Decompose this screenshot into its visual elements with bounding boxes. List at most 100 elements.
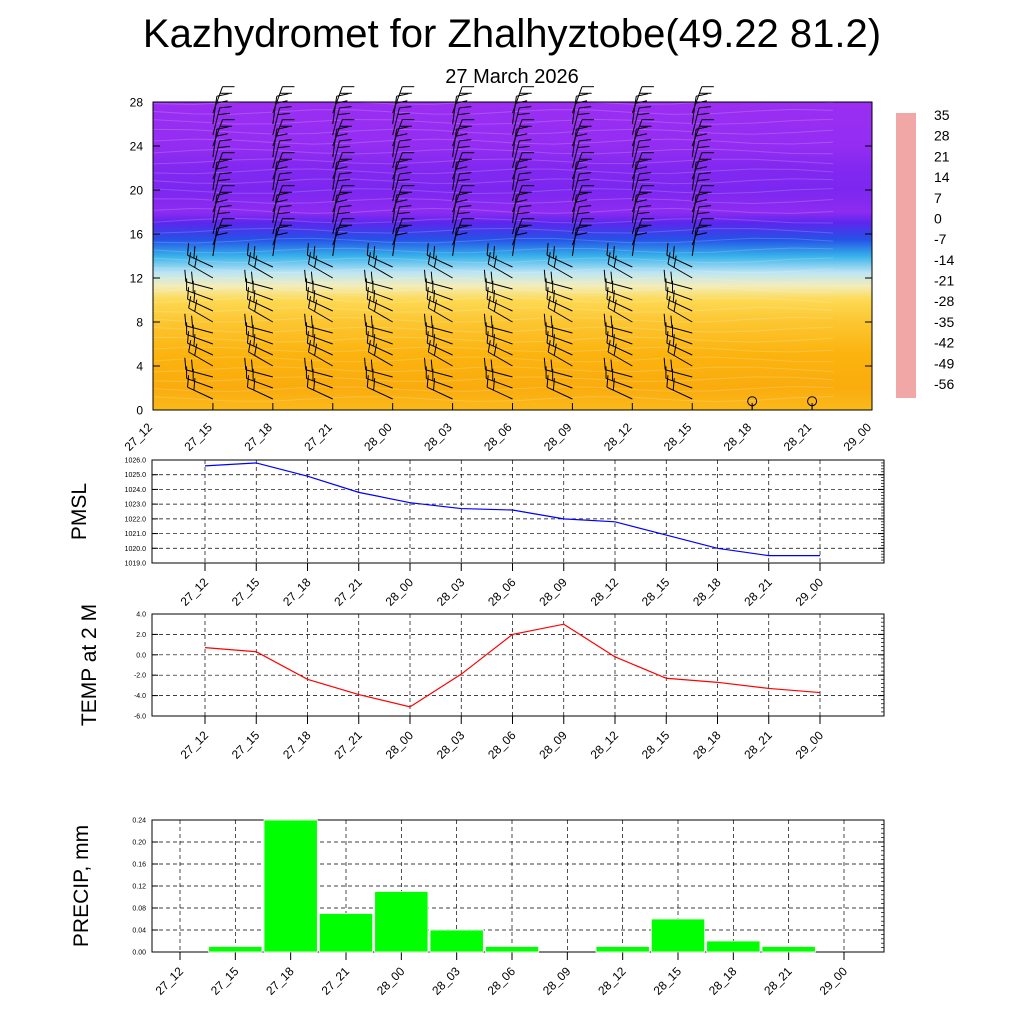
wind-barb-feather (279, 205, 292, 208)
x-tick-label: 28_15 (639, 728, 673, 762)
wind-barb-feather (697, 178, 710, 182)
wind-barb-feather (277, 211, 290, 215)
wind-barb-staff (392, 140, 400, 169)
x-tick-label: 28_00 (383, 728, 417, 762)
wind-barb-feather (339, 205, 352, 208)
wind-barb-feather (304, 313, 307, 326)
wind-barb-feather (373, 299, 378, 312)
wind-barb-feather (515, 133, 528, 137)
wind-barb-staff (607, 351, 633, 367)
x-tick-label: 28_06 (485, 964, 519, 998)
x-tick-label: 29_00 (793, 728, 827, 762)
x-tick-label: 28_06 (485, 728, 519, 762)
wind-barb-feather (667, 296, 671, 309)
wind-barb-feather (519, 172, 532, 175)
wind-barb-staff (691, 173, 700, 202)
contour-line (152, 168, 834, 175)
wind-barb-staff (187, 386, 214, 400)
wind-barb-staff (452, 218, 463, 246)
wind-barb-feather (492, 334, 496, 347)
wind-barb-staff (186, 333, 214, 345)
wind-barb-feather (426, 287, 429, 300)
wind-barb-feather (577, 112, 590, 116)
wind-barb-staff (546, 386, 573, 400)
wind-barb-staff (185, 369, 214, 378)
wind-barb-feather (308, 340, 312, 353)
wind-barb-feather (216, 93, 229, 97)
wind-barb-feather (399, 106, 412, 109)
wind-barb-staff (571, 140, 580, 169)
y-tick-label: 0 (136, 404, 143, 418)
wind-barb-feather (254, 299, 258, 312)
wind-barb-feather (487, 340, 491, 353)
wind-barb-feather (698, 139, 712, 142)
wind-barb-feather (493, 343, 497, 356)
wind-barb-staff (605, 333, 633, 345)
wind-barb-feather (577, 211, 590, 215)
wind-barb-staff (452, 152, 463, 180)
wind-barb-feather (306, 243, 309, 256)
x-tick-label: 27_15 (229, 575, 263, 609)
wind-barb-staff (452, 195, 457, 224)
wind-barb-feather (610, 315, 613, 328)
wind-barb-feather (635, 232, 648, 236)
wind-barb-feather (373, 246, 376, 259)
y-tick-label: 1021.0 (125, 531, 147, 538)
wind-barb-staff (607, 307, 633, 323)
wind-barb-feather (670, 271, 673, 284)
wind-barb-feather (373, 343, 378, 356)
wind-barb-staff (512, 86, 523, 114)
wind-barb-feather (606, 287, 609, 300)
wind-barb-staff (605, 289, 633, 301)
wind-barb-feather (251, 359, 254, 372)
wind-barb-staff (305, 281, 333, 290)
wind-barb-staff (212, 152, 223, 180)
contour-line (152, 386, 834, 392)
wind-barb-staff (428, 307, 453, 323)
wind-barb-staff (631, 119, 643, 147)
wind-barb-feather (313, 246, 316, 259)
wind-barb-staff (332, 173, 341, 202)
wind-barb-feather (244, 357, 247, 370)
colorbar-label: -56 (934, 376, 954, 392)
wind-barb-staff (272, 228, 278, 257)
wind-barb-feather (253, 378, 256, 391)
x-tick-label: 28_18 (721, 420, 755, 454)
wind-barb-staff (691, 140, 700, 169)
wind-barb-staff (545, 369, 573, 378)
wind-barb-staff (365, 281, 393, 290)
wind-barb-feather (276, 93, 289, 97)
wind-barb-staff (188, 307, 214, 323)
wind-barb-feather (603, 357, 606, 370)
wind-barb-feather (277, 112, 290, 116)
wind-barb-feather (486, 331, 489, 344)
wind-barb-staff (547, 307, 573, 323)
wind-barb-feather (639, 172, 652, 175)
wind-barb-staff (212, 140, 221, 169)
wind-barb-feather (550, 315, 553, 328)
wind-barb-feather (670, 315, 673, 328)
contour-line (152, 326, 834, 333)
wind-barb-staff (366, 333, 393, 345)
x-tick-label: 28_00 (361, 420, 395, 454)
wind-barb-staff (512, 107, 520, 136)
wind-barb-feather (248, 252, 252, 265)
wind-barb-feather (248, 340, 252, 353)
wind-barb-staff (392, 86, 403, 114)
colorbar-label: 21 (934, 148, 950, 164)
wind-barb-staff (606, 254, 633, 268)
wind-barb-feather (364, 357, 367, 370)
contour-line (152, 198, 834, 204)
wind-barb-feather (610, 271, 613, 284)
y-tick-label: 1022.0 (125, 516, 147, 523)
wind-barb-feather (543, 313, 546, 326)
wind-barb-staff (452, 228, 457, 257)
wind-barb-feather (517, 145, 530, 149)
wind-barb-feather (546, 243, 549, 256)
wind-barb-staff (486, 298, 513, 312)
y-tick-label: 24 (130, 140, 144, 154)
wind-barb-staff (212, 185, 223, 213)
wind-barb-feather (483, 269, 486, 282)
y-tick-label: -6.0 (134, 714, 146, 721)
